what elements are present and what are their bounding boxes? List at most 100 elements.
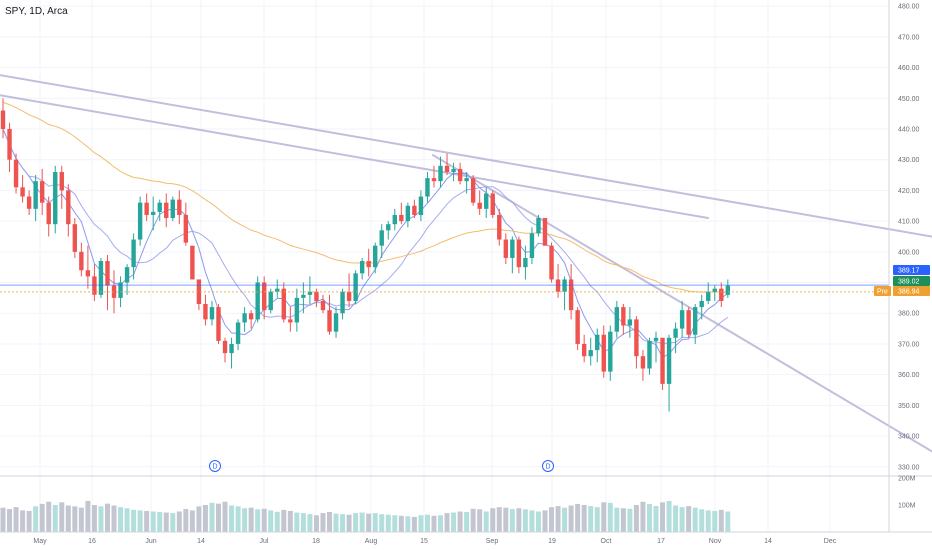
candle-body [105,261,110,286]
volume-bar [359,512,365,532]
candle-body [542,218,548,246]
volume-bar [477,509,483,532]
candle-body [111,285,117,298]
candle-body [340,291,345,314]
volume-bar [313,515,319,532]
candle-body [484,193,489,209]
dividend-marker [209,460,221,472]
volume-bar [13,507,19,532]
volume-bar [633,505,639,532]
candle-body [66,190,71,225]
candle-body [72,224,78,252]
volume-bar [581,505,587,532]
candle-body [490,193,495,215]
volume-bar [268,510,274,532]
volume-bar [503,507,509,532]
volume-bar [673,505,679,532]
candle-body [366,261,371,268]
price-tick-label: 450.00 [898,96,920,103]
candle-body [248,313,254,320]
candle-body [79,251,84,271]
volume-bar [281,509,287,532]
volume-bar [431,515,437,532]
dividend-marker-label: D [545,464,550,471]
volume-bar [0,507,6,532]
candle-body [706,291,711,301]
volume-bar [405,516,411,532]
candle-body [20,187,25,197]
time-tick-label: 14 [197,538,205,545]
candle-body [523,257,528,268]
candle-body [562,279,567,292]
candle-body [392,214,397,225]
volume-bar [653,506,659,532]
price-tags: 389.17 389.02 386.94 Pre [874,265,930,296]
price-level-lines [0,284,889,293]
volume-bar [366,513,372,532]
price-axis[interactable]: 330.00340.00350.00360.00370.00380.00390.… [898,4,920,472]
volume-bar [59,502,65,532]
candle-body [405,205,411,222]
candle-body [673,328,678,338]
candle-body [281,288,286,320]
candle-body [98,261,104,295]
candle-body [39,181,45,203]
volume-bar [705,510,711,532]
candle-body [627,319,633,326]
volume-bar [379,514,385,532]
volume-bar [353,513,359,532]
candle-body [307,291,313,295]
candle-body [601,334,606,372]
volume-bar [157,512,163,532]
candle-body [438,165,443,182]
candle-body [399,214,404,222]
volume-bar [196,506,202,532]
candle-body [477,202,482,209]
candle-body [242,313,247,323]
volume-bar [248,507,254,532]
dividend-marker-label: D [212,464,217,471]
volume-bar [555,506,561,532]
volume-bar [215,503,221,532]
volume-bar [72,506,78,532]
time-tick-label: Sep [486,538,499,545]
trendline [0,74,932,238]
volume-bar [398,515,404,532]
volume-bar [183,509,189,532]
candle-body [510,239,515,258]
volume-bar [562,507,568,532]
volume-bar [104,503,110,532]
time-tick-label: 16 [88,538,96,545]
volume-bar [294,512,300,532]
volume-bar [222,501,228,532]
candle-body [124,267,130,283]
candle-body [503,239,509,258]
volume-bar [692,507,698,532]
price-tick-label: 400.00 [898,249,920,256]
time-axis[interactable]: May 16 Jun 14 Jul 18 Aug 15 Sep 19 Oct 17 Nov 14 Dec [33,538,836,545]
volume-bar [535,511,541,532]
price-tick-label: 420.00 [898,188,920,195]
volume-bar [679,507,685,532]
volume-bar [131,509,137,532]
candle-body [516,239,522,268]
volume-bar [189,510,195,532]
volume-bar [516,508,522,532]
volume-bar [686,506,692,532]
candle-body [7,128,12,160]
candle-body [170,199,175,219]
price-tick-label: 370.00 [898,341,920,348]
last-price-tag-bg [893,265,930,275]
volume-bar [39,503,45,532]
candle-body [575,310,580,344]
time-tick-label: 14 [764,538,772,545]
premarket-tag-bg [893,286,930,296]
price-tick-label: 480.00 [898,4,920,11]
volume-bar [111,505,117,532]
candle-body [346,291,352,301]
volume-axis: 100M 200M [898,476,916,510]
candle-body [26,196,32,209]
candle-body [451,168,456,172]
